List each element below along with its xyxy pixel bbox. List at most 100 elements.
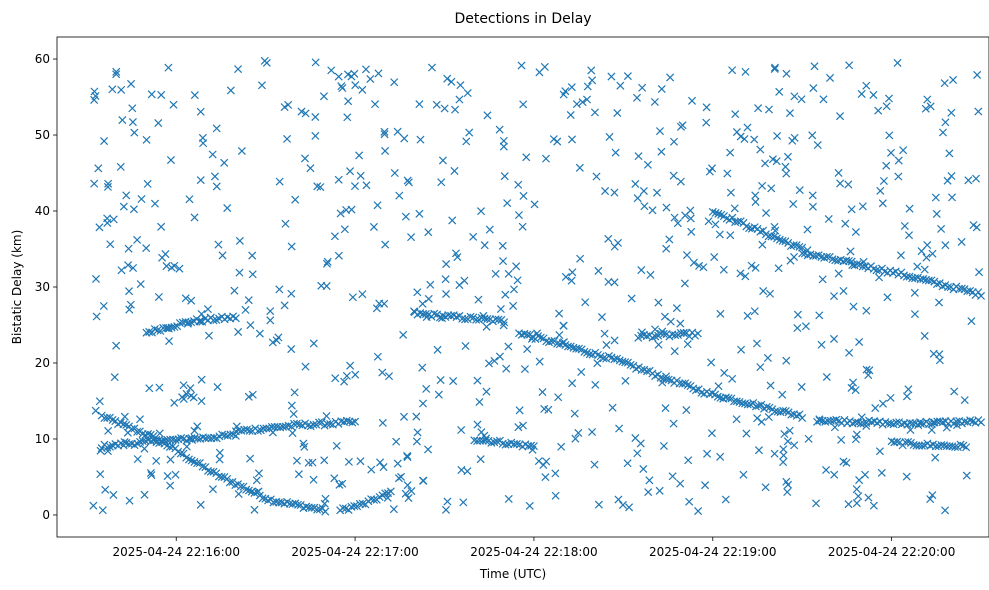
detection-point — [163, 324, 172, 333]
detection-point — [634, 152, 643, 161]
detection-point — [587, 66, 596, 75]
detection-point — [736, 269, 745, 278]
detection-point — [358, 499, 367, 508]
detection-point — [455, 281, 464, 290]
detection-point — [819, 95, 828, 104]
detection-point — [655, 486, 664, 495]
detection-point — [666, 73, 675, 82]
detection-point — [484, 359, 494, 368]
detection-point — [865, 366, 874, 375]
detection-point — [383, 493, 392, 502]
detection-point — [447, 77, 456, 86]
detection-point — [957, 284, 966, 293]
detection-point — [967, 317, 976, 326]
detection-point — [665, 235, 674, 244]
detection-point — [135, 415, 144, 424]
detection-point — [542, 457, 551, 466]
detection-point — [351, 370, 360, 379]
detection-point — [104, 426, 113, 435]
detection-point — [766, 381, 775, 390]
detection-point — [578, 98, 587, 107]
detection-point — [767, 184, 776, 193]
detection-point — [443, 74, 452, 83]
detection-point — [581, 298, 590, 307]
detection-point — [883, 293, 892, 302]
detection-point — [184, 455, 193, 464]
detection-point — [242, 485, 251, 494]
y-axis-ticks: 0 10 20 30 40 50 60 — [35, 52, 57, 522]
detection-point — [872, 266, 881, 275]
detection-point — [711, 220, 720, 229]
detection-point — [503, 199, 512, 208]
detection-point — [770, 64, 779, 74]
detection-point — [442, 260, 451, 269]
detection-point — [743, 311, 752, 320]
detection-point — [707, 358, 716, 367]
detection-point — [719, 265, 728, 274]
detection-point — [321, 494, 330, 503]
detection-point — [500, 172, 509, 181]
detection-point — [381, 146, 390, 155]
detection-point — [461, 342, 470, 351]
detection-point — [517, 61, 526, 70]
detection-point — [782, 356, 791, 365]
detection-point — [567, 276, 576, 285]
detection-point — [381, 489, 390, 498]
detection-point — [789, 241, 798, 250]
detection-point — [655, 127, 664, 136]
detection-point — [758, 240, 767, 249]
detection-point — [623, 72, 632, 81]
detection-point — [549, 135, 558, 144]
detection-point — [793, 310, 802, 319]
detection-point — [117, 85, 126, 94]
detection-point — [105, 442, 114, 451]
detection-point — [942, 423, 951, 432]
detection-point — [906, 425, 915, 435]
detection-point — [650, 325, 660, 334]
detection-point — [902, 472, 911, 481]
detection-point — [849, 378, 858, 387]
detection-point — [109, 490, 118, 499]
detection-point — [879, 176, 888, 185]
detection-point — [726, 231, 735, 240]
detection-point — [98, 506, 107, 515]
detection-point — [611, 148, 620, 157]
detection-point — [176, 449, 185, 458]
detection-point — [422, 313, 431, 322]
detection-point — [217, 472, 226, 481]
detection-point — [438, 156, 447, 165]
detection-point — [504, 494, 513, 503]
detection-point — [594, 500, 603, 509]
detection-point — [170, 261, 179, 270]
detection-point — [783, 152, 792, 161]
detection-point — [530, 200, 539, 209]
detection-point — [163, 472, 172, 481]
detection-point — [499, 257, 508, 266]
detection-point — [810, 62, 819, 71]
detection-point — [196, 176, 205, 185]
detection-point — [575, 163, 584, 172]
detection-point — [451, 105, 460, 114]
detection-point — [255, 329, 264, 338]
detection-point — [94, 164, 103, 173]
detection-point — [142, 244, 151, 253]
detection-point — [871, 404, 880, 413]
detection-point — [937, 224, 946, 233]
detection-point — [313, 182, 322, 191]
detection-point — [935, 298, 944, 307]
detection-point — [582, 95, 592, 104]
detection-point — [187, 434, 196, 443]
detection-point — [220, 158, 229, 167]
detection-point — [561, 87, 570, 96]
detection-point — [721, 495, 730, 504]
detection-point — [795, 186, 804, 195]
detection-point — [321, 507, 330, 516]
detection-point — [441, 275, 450, 284]
detection-point — [290, 388, 299, 397]
detection-point — [764, 413, 773, 422]
detection-point — [369, 495, 378, 504]
detection-point — [155, 383, 164, 392]
detection-point — [851, 386, 860, 395]
detection-point — [742, 429, 751, 438]
detection-point — [483, 314, 492, 324]
